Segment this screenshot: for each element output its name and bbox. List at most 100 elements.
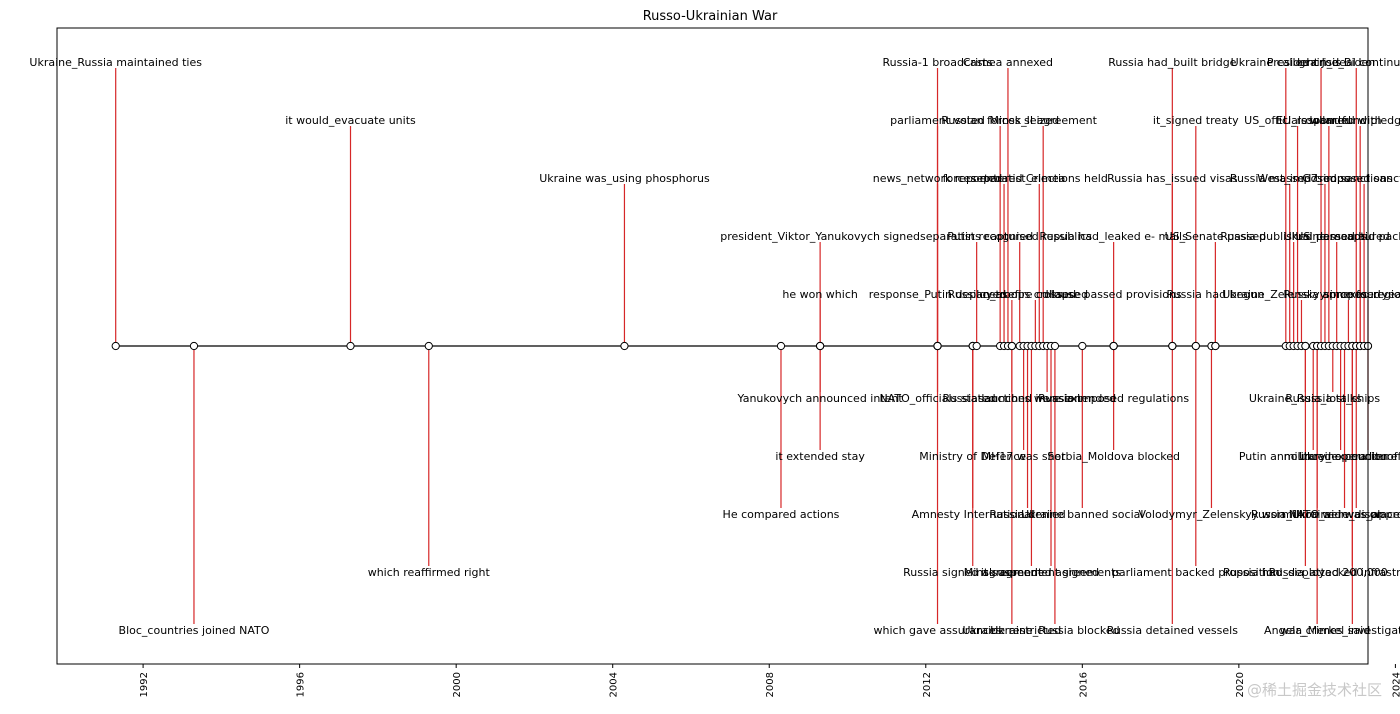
event-label: Ukraine recaptured bbox=[1284, 230, 1390, 243]
event-label: Putin recognised republics bbox=[947, 230, 1092, 243]
event-marker bbox=[1168, 341, 1177, 351]
event-marker bbox=[346, 341, 355, 351]
event-label: Volodymyr_Zelenskyy won bbox=[1138, 508, 1284, 521]
event-label: Russian_troops crossed bbox=[948, 288, 1076, 301]
event-label: He compared actions bbox=[723, 508, 840, 521]
event-label: Ukraine banned social bbox=[1021, 508, 1143, 521]
event-label: military_expenditure bbox=[1284, 450, 1398, 463]
event-label: Russia_Ukraine invasion bbox=[1251, 508, 1384, 521]
event-label: West_imposed sanctions bbox=[1257, 172, 1393, 185]
event-label: US_Senate passed bbox=[1165, 230, 1267, 243]
event-label: Russia had_built bridge bbox=[1108, 56, 1236, 69]
event-label: Russia had begun bbox=[1167, 288, 1265, 301]
event-marker bbox=[1050, 341, 1060, 351]
event-label: Russia launched invasion bbox=[943, 392, 1082, 405]
event-label: parliament backed proposition bbox=[1112, 566, 1280, 579]
event-marker bbox=[816, 341, 825, 351]
event-label: news_network reported bbox=[873, 172, 1002, 185]
event-label: Yanukovych announced intent bbox=[737, 392, 904, 405]
event-marker bbox=[189, 341, 199, 351]
event-label: Bloc_countries joined NATO bbox=[119, 624, 270, 637]
event-label: Russia detained vessels bbox=[1107, 624, 1239, 637]
event-label: Russia annexed regions bbox=[1283, 288, 1400, 301]
event-label: NATO_officials stated bbox=[879, 392, 995, 405]
event-marker bbox=[1211, 341, 1220, 351]
event-label: response_Putin deployed bbox=[869, 288, 1007, 301]
event-label: Amnesty International bbox=[912, 508, 1034, 521]
event-label: Russia had_deployed 200,000 bbox=[1223, 566, 1388, 579]
x-tick-label: 2008 bbox=[765, 672, 776, 697]
event-marker bbox=[1078, 341, 1087, 351]
event-label: forces entered Crimea bbox=[943, 172, 1066, 185]
x-tick-label: 2016 bbox=[1078, 672, 1089, 697]
event-label: Russia imposed regulations bbox=[1038, 392, 1189, 405]
event-label: it extended stay bbox=[775, 450, 865, 463]
event-label: sanctions were extended bbox=[978, 392, 1116, 405]
event-label: Ukraine_Zelenskyy proposed bbox=[1222, 288, 1381, 301]
event-label: separatist_elections held bbox=[971, 172, 1108, 185]
event-label: Ukraine_Russia maintained ties bbox=[29, 56, 202, 69]
event-label: it_signed treaty bbox=[1153, 114, 1239, 127]
event-marker bbox=[111, 341, 120, 351]
watermark-text: @稀土掘金技术社区 bbox=[1246, 681, 1382, 699]
event-label: Putin announced operation bbox=[1239, 450, 1388, 463]
plot-frame bbox=[56, 27, 1369, 665]
x-tick-label: 2024 bbox=[1391, 672, 1400, 697]
event-label: Russia denied bbox=[989, 508, 1065, 521]
x-axis: 1992 1996 2000 2004 2008 2012 2016 2020 2024 bbox=[139, 664, 1400, 697]
chart-title: Russo-Ukrainian War bbox=[643, 9, 778, 24]
event-label: MH17 was shot bbox=[982, 450, 1067, 463]
event-label: Minsk_II agreement bbox=[989, 114, 1097, 127]
event-label: President Joe_Biden bbox=[1267, 56, 1375, 69]
event-label: Ukraine_Russia blocked bbox=[990, 624, 1119, 637]
event-label: grain_deal continued bbox=[1298, 56, 1400, 69]
event-label: war_crimes_investigations bbox=[1280, 624, 1400, 637]
event-label: Ukraine_Russia talks bbox=[1249, 392, 1362, 405]
event-label: Russia_attacked infrastructure bbox=[1269, 566, 1400, 579]
event-label: parliament voted bbox=[890, 114, 985, 127]
event-label: Ukraine was_using phosphorus bbox=[539, 172, 710, 185]
event-label: dollar_fund pledged bbox=[1305, 114, 1400, 127]
x-tick-label: 1992 bbox=[139, 672, 150, 697]
event-labels: Ukraine_Russia maintained ties Bloc_count… bbox=[29, 56, 1400, 637]
event-label: Russia published demands bbox=[1220, 230, 1367, 243]
event-label: Russian forces seized bbox=[941, 114, 1059, 127]
event-label: which gave assurances bbox=[874, 624, 1002, 637]
event-label: Crimea annexed bbox=[963, 56, 1053, 69]
event-label: since four years bbox=[1324, 288, 1400, 301]
event-markers bbox=[111, 341, 1373, 351]
event-label: US_passed aid package bbox=[1295, 230, 1400, 243]
event-label: Russia had_leaked e- mails bbox=[1039, 230, 1188, 243]
event-label: Russia_lost_ships bbox=[1285, 392, 1380, 405]
event-marker bbox=[1191, 341, 1200, 351]
event-label: US_officials warned bbox=[1244, 114, 1351, 127]
x-tick-label: 2004 bbox=[609, 672, 620, 697]
event-label: it suspended agreements bbox=[981, 566, 1122, 579]
event-label: Ukraine called crisis bbox=[1231, 56, 1342, 69]
event-label: Angela_Merkel said bbox=[1264, 624, 1370, 637]
event-marker bbox=[1007, 341, 1016, 351]
event-label: it would_evacuate units bbox=[285, 114, 416, 127]
event-label: Minsk agreement signed bbox=[964, 566, 1099, 579]
event-label: Russia-1 broadcasts bbox=[882, 56, 992, 69]
x-tick-label: 2000 bbox=[452, 672, 463, 697]
event-marker bbox=[620, 341, 629, 351]
event-marker bbox=[776, 341, 786, 351]
event-marker bbox=[933, 341, 942, 351]
event-label: Russia signed agreement bbox=[903, 566, 1043, 579]
event-marker bbox=[1301, 341, 1310, 351]
event-label: House passed provisions bbox=[1046, 288, 1182, 301]
event-label: Ukraine counteroffensive bbox=[1299, 450, 1400, 463]
event-label: EU_responded with bbox=[1276, 114, 1382, 127]
event-label: million were_displaced bbox=[1282, 508, 1400, 521]
event-label: ceasefire collapsed bbox=[983, 288, 1089, 301]
x-tick-label: 1996 bbox=[296, 672, 307, 697]
event-label: president_Viktor_Yanukovych signed bbox=[720, 230, 920, 243]
event-label: NATO_aid was_approved bbox=[1289, 508, 1400, 521]
event-label: Russia massed troops bbox=[1230, 172, 1350, 185]
event-label: separatists captured bbox=[920, 230, 1033, 243]
event-label: Ukraine restricted bbox=[962, 624, 1061, 637]
x-tick-label: 2012 bbox=[922, 672, 933, 697]
event-marker bbox=[1109, 341, 1118, 351]
